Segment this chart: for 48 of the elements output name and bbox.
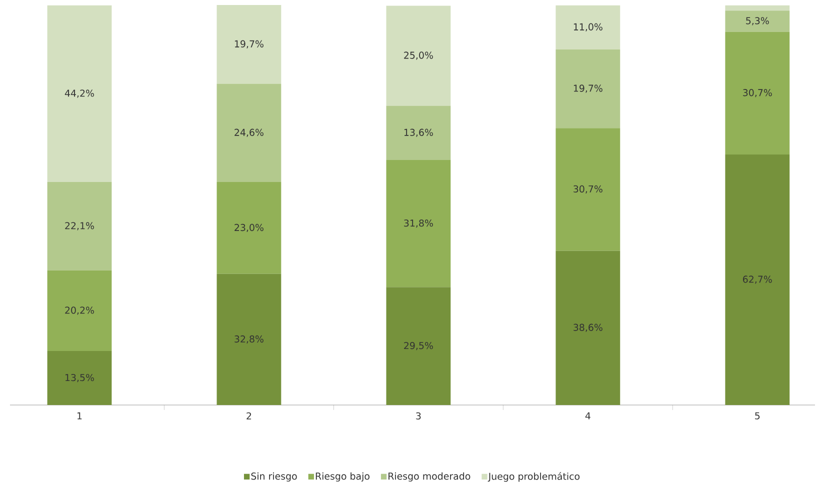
bar (725, 154, 790, 405)
bar (556, 250, 620, 405)
data-label: 44,2% (64, 90, 94, 98)
bar (47, 270, 112, 352)
bar (725, 32, 790, 154)
data-label: 5,3% (746, 17, 769, 26)
x-tick-label: 2 (246, 412, 252, 420)
bar (216, 4, 282, 84)
bar (556, 49, 620, 128)
data-label: 19,7% (574, 84, 602, 93)
x-tick-label: 1 (78, 412, 82, 420)
bar (47, 5, 112, 182)
bar (386, 160, 451, 288)
legend-label: Riesgo bajo (316, 472, 370, 482)
data-label: 62,7% (743, 276, 772, 284)
data-label: 29,5% (404, 342, 433, 350)
legend-label: Juego problemático (488, 472, 580, 482)
x-tick-label: 3 (416, 412, 421, 420)
bar (386, 106, 451, 160)
bar (556, 5, 620, 50)
data-label: 31,8% (404, 220, 433, 228)
bar (386, 287, 451, 405)
bar (47, 351, 112, 405)
legend-label: Riesgo moderado (388, 472, 470, 482)
bar (216, 84, 282, 182)
data-label: 30,7% (743, 89, 772, 98)
bar (216, 274, 282, 405)
bar (556, 128, 620, 251)
x-tick-label: 5 (755, 412, 760, 420)
data-label: 19,7% (234, 40, 264, 48)
x-tick-label: 4 (585, 412, 590, 420)
data-label: 23,0% (234, 224, 264, 232)
bar (725, 5, 790, 11)
data-label: 24,6% (234, 128, 264, 137)
data-label: 25,0% (404, 52, 433, 60)
data-label: 13,6% (404, 128, 433, 137)
data-label: 22,1% (65, 222, 94, 230)
data-label: 11,0% (574, 23, 602, 32)
data-label: 32,8% (234, 335, 264, 344)
bar (47, 182, 112, 270)
data-label: 30,7% (574, 185, 602, 194)
data-label: 20,2% (65, 306, 94, 315)
legend-label: Sin riesgo (251, 472, 297, 482)
bar (725, 10, 790, 32)
bar (216, 182, 282, 274)
data-label: 13,5% (66, 374, 94, 382)
bar (386, 6, 451, 106)
data-label: 38,6% (574, 324, 602, 332)
